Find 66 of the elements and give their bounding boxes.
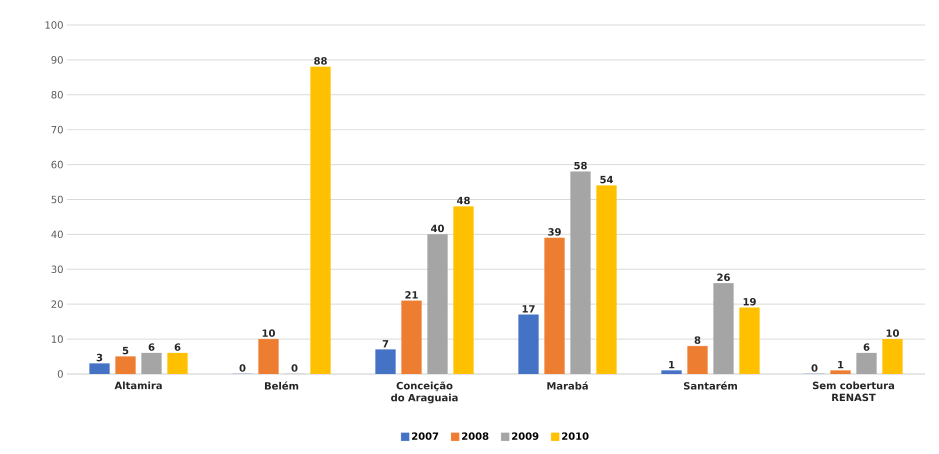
y-tick-label: 30: [52, 266, 63, 274]
data-label: 0: [240, 364, 246, 372]
x-tick-label: Belém: [264, 382, 298, 390]
bar: [375, 349, 396, 374]
bar: [661, 370, 682, 374]
y-tick-label: 60: [52, 160, 63, 168]
y-tick-label: 100: [46, 21, 63, 29]
data-label: 6: [148, 343, 154, 351]
x-tick-label: Santarém: [684, 382, 737, 390]
data-label: 17: [522, 305, 535, 312]
legend-label: 2008: [462, 432, 488, 440]
data-label: 39: [548, 228, 561, 236]
bar: [427, 234, 448, 374]
data-label: 21: [405, 291, 418, 298]
data-label: 1: [838, 361, 844, 368]
data-label: 88: [314, 57, 327, 65]
data-label: 0: [812, 364, 818, 372]
bar: [89, 363, 110, 374]
data-label: 19: [744, 298, 756, 306]
y-tick-label: 70: [52, 126, 63, 134]
bar: [141, 352, 162, 374]
x-tick-label: Marabá: [547, 382, 588, 390]
data-label: 6: [864, 343, 870, 351]
x-tick-label: Sem cobertura RENAST: [812, 381, 894, 402]
data-label: 8: [694, 336, 700, 344]
bar: [882, 338, 903, 374]
bar: [401, 300, 422, 374]
data-label: 40: [431, 224, 444, 232]
bar: [115, 356, 136, 374]
bar: [830, 370, 851, 374]
data-label: 10: [886, 329, 899, 337]
bar: [570, 171, 591, 374]
data-label: 10: [262, 329, 275, 337]
y-tick-label: 10: [52, 335, 63, 343]
data-label: 1: [669, 361, 674, 368]
data-label: 54: [600, 176, 613, 184]
bar: [518, 314, 539, 374]
x-tick-label: Altamira: [114, 381, 162, 390]
y-tick-label: 90: [51, 56, 63, 64]
bar: [258, 338, 279, 374]
bar: [596, 185, 617, 374]
bar: [310, 66, 331, 374]
data-label: 3: [96, 354, 102, 362]
data-label: 7: [382, 340, 388, 348]
x-tick-label: Conceição do Araguaia: [391, 382, 458, 404]
bar: [687, 346, 708, 374]
bar: [739, 308, 760, 374]
data-label: 48: [457, 196, 470, 204]
bar: [167, 352, 188, 374]
data-label: 6: [174, 343, 180, 351]
data-label: 5: [122, 346, 128, 354]
y-tick-label: 20: [52, 300, 63, 308]
legend-label: 2009: [512, 432, 538, 440]
bar: [453, 206, 474, 374]
y-tick-label: 50: [52, 196, 63, 204]
bar: [544, 238, 565, 374]
y-tick-label: 80: [51, 91, 63, 99]
bar: [856, 352, 877, 374]
data-label: 58: [574, 162, 587, 170]
data-label: 0: [292, 364, 298, 372]
legend-label: 2010: [562, 432, 589, 440]
legend-label: 2007: [412, 432, 438, 440]
y-tick-label: 40: [51, 230, 63, 238]
bar: [713, 283, 734, 374]
data-label: 26: [717, 274, 730, 282]
y-tick-label: 0: [58, 370, 63, 378]
